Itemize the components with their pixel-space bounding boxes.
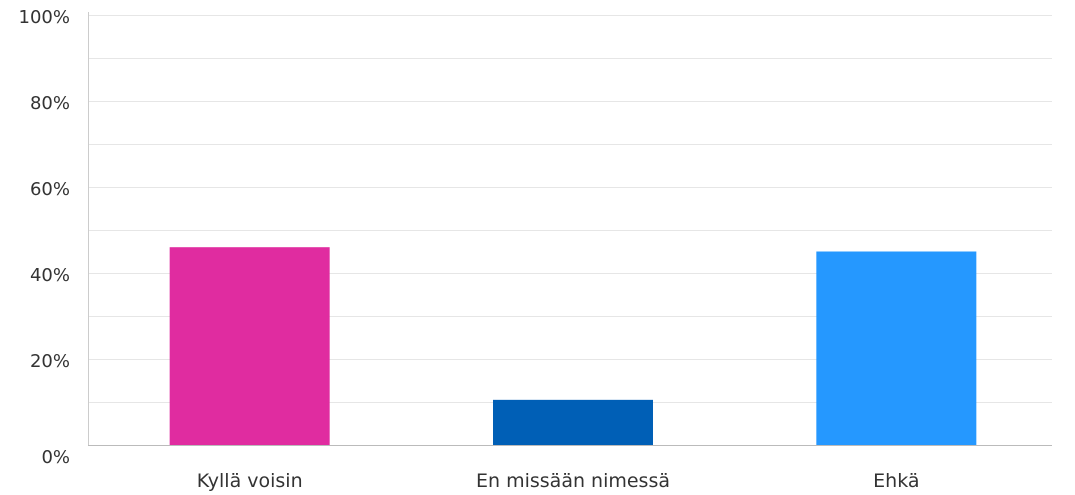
bars (169, 247, 977, 445)
bar (493, 399, 653, 445)
axes (88, 12, 1052, 446)
y-tick-label: 40% (30, 265, 70, 286)
x-category-label: Kyllä voisin (197, 470, 303, 492)
y-tick-label: 0% (41, 447, 70, 468)
y-tick-label: 80% (30, 93, 70, 114)
x-category-label: Ehkä (873, 470, 919, 492)
y-tick-label: 60% (30, 179, 70, 200)
y-tick-label: 20% (30, 351, 70, 372)
bar (169, 247, 330, 445)
y-tick-label: 100% (19, 7, 70, 28)
x-axis-category-labels: Kyllä voisin En missään nimessä Ehkä (197, 470, 920, 492)
bar (816, 251, 977, 445)
x-category-label: En missään nimessä (476, 470, 670, 492)
y-axis-tick-labels: 0% 20% 40% 60% 80% 100% (19, 7, 70, 468)
